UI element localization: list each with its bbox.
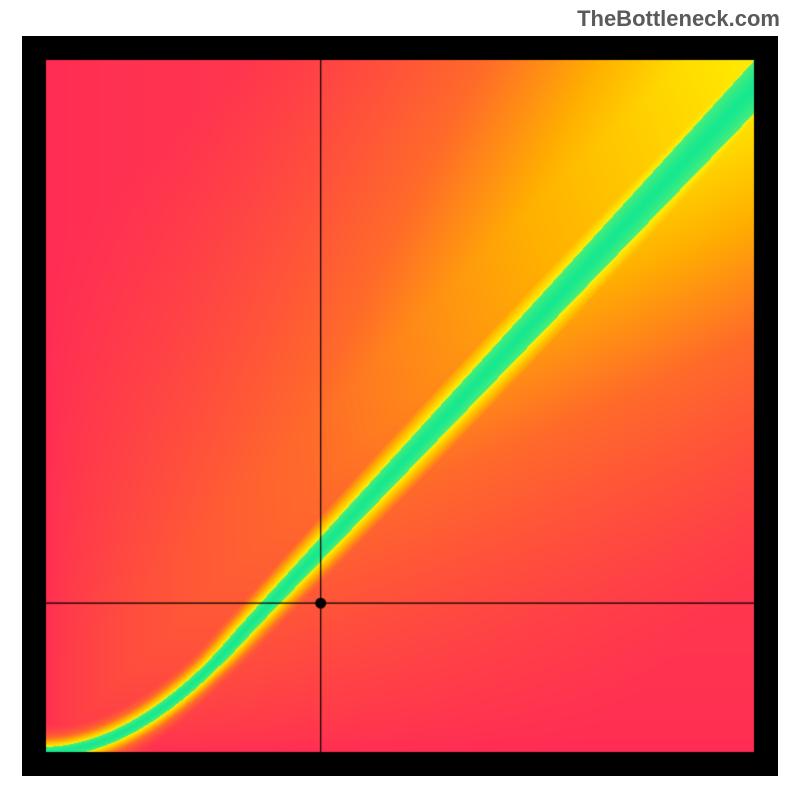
watermark-text: TheBottleneck.com [577, 6, 780, 32]
bottleneck-heatmap-canvas [22, 36, 778, 776]
chart-frame [22, 36, 778, 776]
